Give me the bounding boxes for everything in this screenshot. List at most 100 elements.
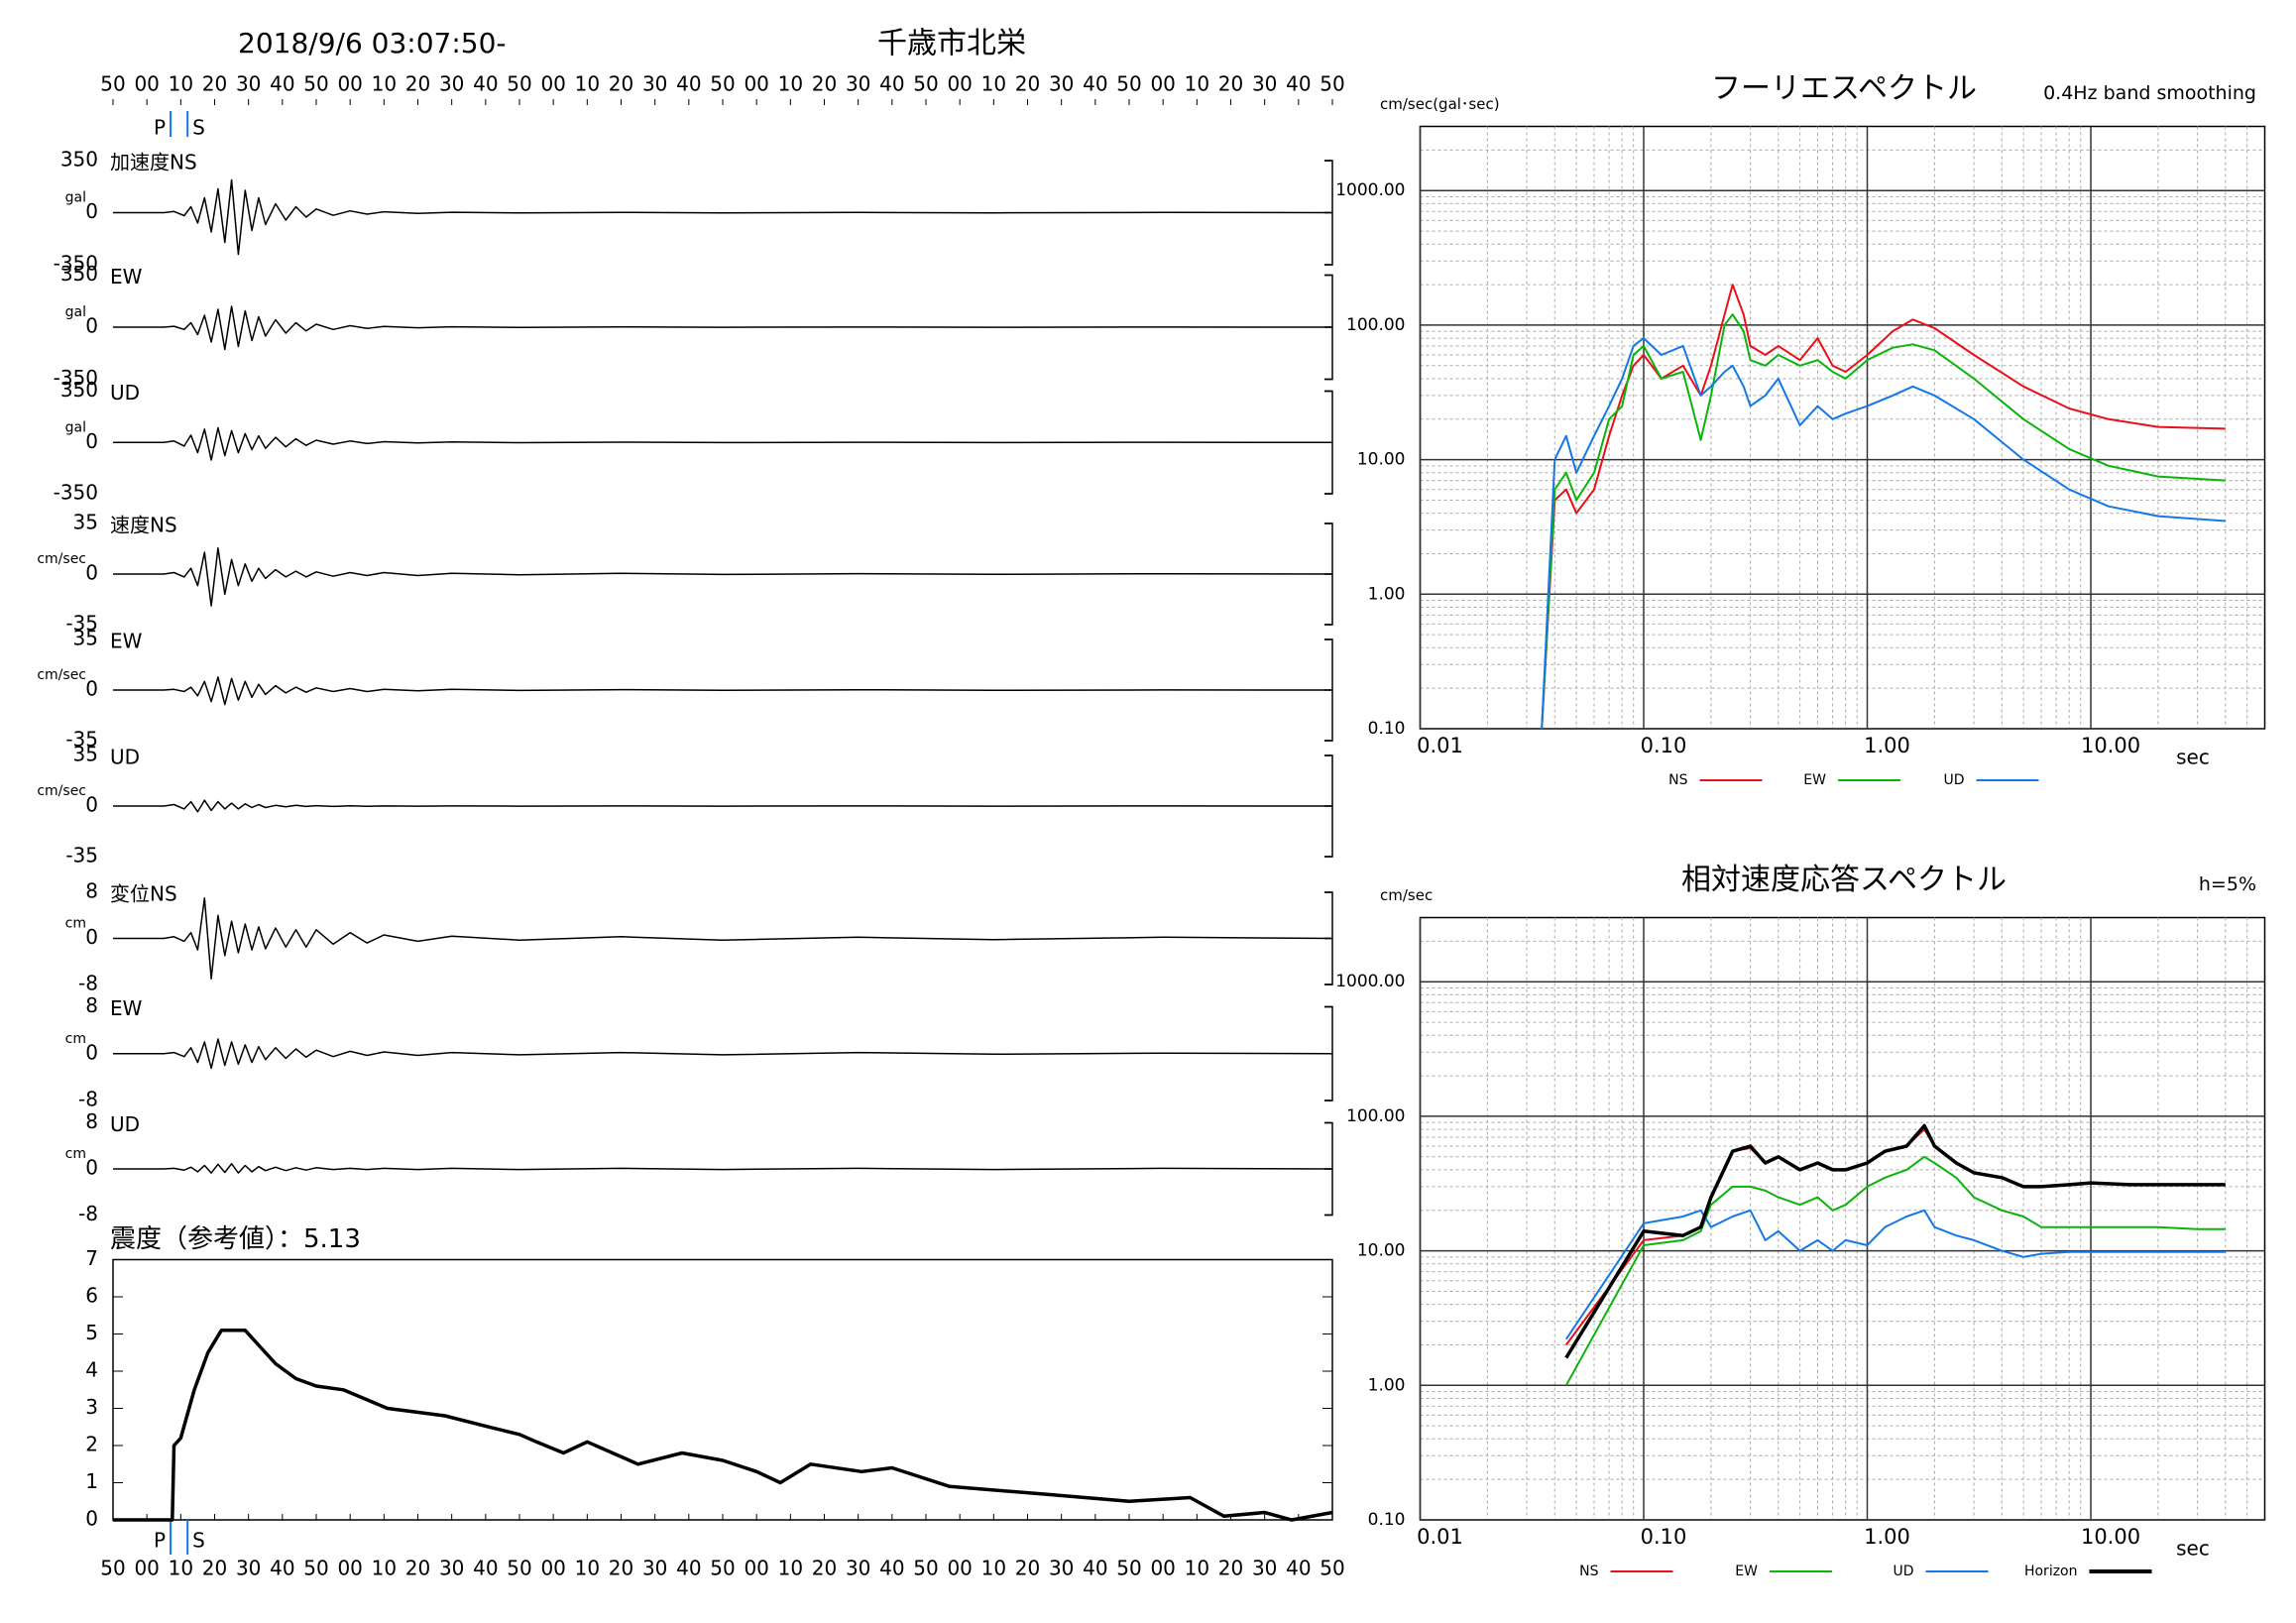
legend-label: UD: [1893, 1564, 1913, 1579]
y-tick-label: 1000.00: [1335, 180, 1405, 200]
x-tick-label: 30: [846, 1557, 870, 1580]
trace-title: EW: [110, 996, 143, 1020]
x-tick-label: 10: [981, 1557, 1006, 1580]
x-tick-label: 0.10: [1641, 734, 1687, 757]
x-tick-label: 00: [540, 1557, 565, 1580]
data-line: [113, 178, 1333, 256]
legend-label: EW: [1803, 772, 1826, 788]
trace-title: 変位NS: [110, 882, 177, 906]
x-tick-label: 50: [913, 72, 938, 96]
chart-subtitle: h=5%: [2199, 873, 2256, 895]
x-axis-label: sec: [2176, 1537, 2210, 1561]
x-tick-label: 30: [439, 1557, 464, 1580]
x-tick-label: 30: [846, 72, 870, 96]
y-axis-label: cm/sec: [1380, 886, 1433, 904]
y-tick-label: 4: [85, 1358, 98, 1382]
unit-label: gal: [65, 304, 86, 320]
y-tick-label: 0: [85, 1507, 98, 1531]
chart-title: 相対速度応答スペクトル: [1681, 863, 2007, 897]
x-tick-label: 10: [778, 1557, 803, 1580]
data-line: [113, 547, 1333, 607]
data-line: [113, 676, 1333, 706]
unit-label: cm: [65, 1031, 86, 1047]
y-tick-label: 8: [85, 993, 98, 1017]
x-tick-label: 50: [507, 72, 531, 96]
trace-title: UD: [110, 746, 140, 769]
x-tick-label: 30: [1252, 72, 1277, 96]
trace-title: UD: [110, 1112, 140, 1136]
trace-title: 速度NS: [110, 514, 177, 537]
x-tick-label: 20: [1218, 72, 1243, 96]
x-tick-label: 40: [676, 72, 701, 96]
unit-label: gal: [65, 190, 86, 206]
y-tick-label: 35: [73, 627, 98, 650]
data-line: [113, 305, 1333, 351]
x-tick-label: 40: [879, 72, 904, 96]
y-tick-label: 1.00: [1368, 584, 1406, 604]
y-tick-label: -350: [54, 481, 98, 505]
x-tick-label: 50: [1116, 1557, 1141, 1580]
x-tick-label: 00: [337, 72, 362, 96]
x-tick-label: 20: [609, 1557, 633, 1580]
x-tick-label: 50: [507, 1557, 531, 1580]
x-tick-label: 0.01: [1417, 1525, 1463, 1549]
data-line: [113, 897, 1333, 980]
y-tick-label: -35: [65, 612, 98, 636]
x-tick-label: 00: [134, 72, 159, 96]
plot-frame: [112, 1258, 1333, 1521]
data-line: [1541, 284, 2226, 730]
data-line: [1564, 1123, 2226, 1359]
x-tick-label: 30: [642, 72, 667, 96]
x-tick-label: 40: [1083, 1557, 1107, 1580]
x-tick-label: 00: [947, 1557, 972, 1580]
x-tick-label: 10: [575, 72, 600, 96]
unit-label: cm: [65, 916, 86, 932]
x-tick-label: 40: [1286, 72, 1311, 96]
y-tick-label: 0: [85, 199, 98, 223]
data-line: [113, 799, 1333, 813]
trace-title: EW: [110, 265, 143, 289]
x-tick-label: 40: [1083, 72, 1107, 96]
plot-frame: [1419, 916, 2266, 1521]
x-tick-label: 0.01: [1417, 734, 1463, 757]
y-tick-label: 0: [85, 314, 98, 338]
x-tick-label: 30: [236, 1557, 261, 1580]
x-tick-label: 00: [1150, 72, 1175, 96]
y-tick-label: -350: [54, 366, 98, 390]
x-tick-label: 10.00: [2081, 1525, 2140, 1549]
x-tick-label: 50: [303, 72, 328, 96]
unit-label: cm/sec: [37, 783, 86, 799]
y-tick-label: 0.10: [1368, 1510, 1406, 1530]
x-tick-label: 10: [169, 1557, 193, 1580]
x-tick-label: 00: [337, 1557, 362, 1580]
x-tick-label: 00: [744, 72, 768, 96]
y-tick-label: -350: [54, 252, 98, 276]
y-tick-label: 1.00: [1368, 1375, 1406, 1395]
x-tick-label: 20: [202, 72, 227, 96]
x-tick-label: 40: [1286, 1557, 1311, 1580]
x-tick-label: 40: [879, 1557, 904, 1580]
y-tick-label: 100.00: [1346, 1106, 1405, 1126]
trace-title: EW: [110, 630, 143, 653]
y-tick-label: -8: [78, 1088, 98, 1111]
trace-title: 加速度NS: [110, 151, 197, 174]
x-tick-label: 10: [1185, 72, 1209, 96]
y-tick-label: -35: [65, 728, 98, 752]
x-axis-label: sec: [2176, 746, 2210, 769]
y-tick-label: 0: [85, 1156, 98, 1180]
x-tick-label: 10: [981, 72, 1006, 96]
x-tick-label: 1.00: [1864, 734, 1910, 757]
x-tick-label: 30: [236, 72, 261, 96]
x-tick-label: 10: [372, 1557, 397, 1580]
unit-label: cm/sec: [37, 667, 86, 683]
data-line: [1541, 337, 2226, 730]
x-tick-label: 50: [100, 1557, 125, 1580]
y-tick-label: 0.10: [1368, 719, 1406, 739]
phase-label: P: [154, 1529, 166, 1553]
data-line: [1564, 1209, 2226, 1340]
station-name: 千歳市北栄: [877, 27, 1026, 61]
x-tick-label: 50: [1320, 1557, 1344, 1580]
chart-subtitle: 0.4Hz band smoothing: [2043, 82, 2256, 104]
y-axis-label: cm/sec(gal･sec): [1380, 95, 1500, 113]
